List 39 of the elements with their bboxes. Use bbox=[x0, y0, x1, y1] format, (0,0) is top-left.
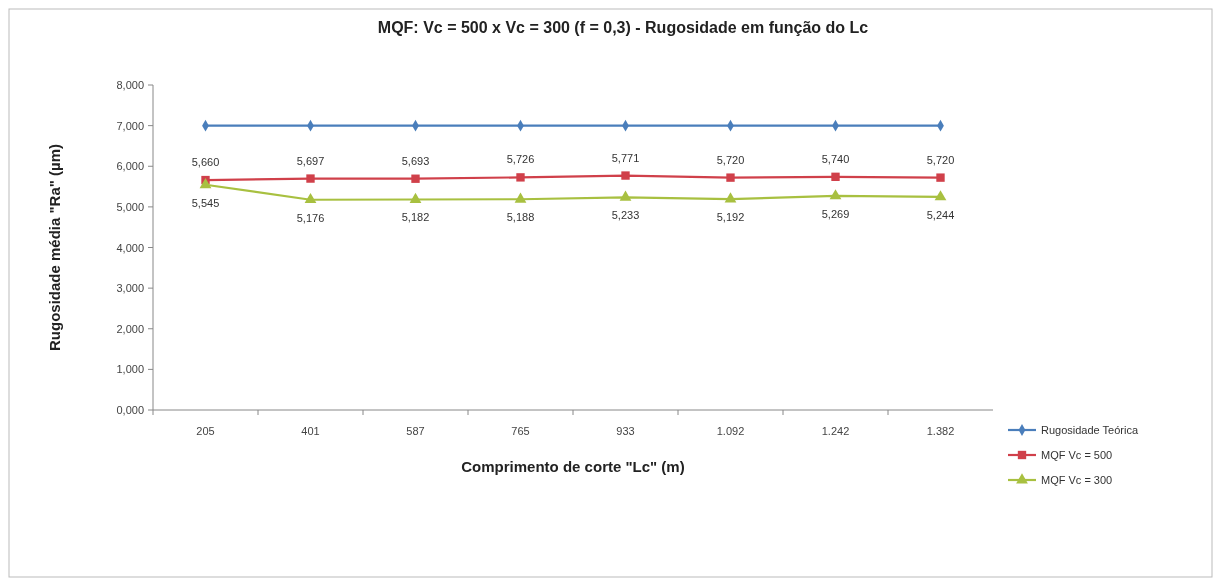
y-tick-label: 8,000 bbox=[116, 79, 144, 91]
y-tick-label: 3,000 bbox=[116, 282, 144, 295]
data-label: 5,188 bbox=[506, 211, 535, 224]
legend-label: MQF Vc = 500 bbox=[1041, 449, 1113, 461]
y-tick-label: 1,000 bbox=[116, 363, 144, 376]
legend-label: MQF Vc = 300 bbox=[1041, 474, 1113, 486]
x-tick-label: 1.382 bbox=[926, 425, 955, 437]
y-tick-label: 4,000 bbox=[116, 241, 144, 254]
x-tick-label: 1.242 bbox=[821, 425, 850, 437]
y-tick-label: 5,000 bbox=[116, 200, 144, 213]
y-axis-title: Rugosidade média "Ra" (µm) bbox=[46, 143, 63, 352]
data-label: 5,244 bbox=[926, 208, 955, 221]
x-tick-label: 587 bbox=[406, 425, 425, 437]
data-label: 5,720 bbox=[716, 153, 745, 166]
y-tick-label: 7,000 bbox=[116, 119, 144, 132]
data-label: 5,660 bbox=[191, 156, 220, 169]
x-tick-label: 401 bbox=[301, 425, 320, 437]
data-label: 5,726 bbox=[506, 153, 535, 166]
data-label: 5,176 bbox=[296, 211, 325, 224]
legend-label: Rugosidade Teórica bbox=[1041, 424, 1139, 436]
x-axis-title: Comprimento de corte "Lc" (m) bbox=[461, 458, 685, 475]
data-label: 5,771 bbox=[611, 151, 640, 164]
data-label: 5,233 bbox=[611, 209, 640, 222]
data-label: 5,720 bbox=[926, 153, 955, 166]
data-label: 5,693 bbox=[401, 154, 430, 167]
data-label: 5,192 bbox=[716, 211, 745, 224]
x-tick-label: 765 bbox=[511, 425, 530, 437]
data-label: 5,182 bbox=[401, 211, 430, 224]
x-tick-label: 1.092 bbox=[716, 425, 745, 437]
chart-title: MQF: Vc = 500 x Vc = 300 (f = 0,3) - Rugosidade em função do Lc bbox=[377, 19, 869, 36]
x-tick-label: 205 bbox=[196, 425, 215, 437]
data-label: 5,269 bbox=[821, 207, 850, 220]
data-label: 5,740 bbox=[821, 152, 850, 165]
y-tick-label: 6,000 bbox=[116, 160, 144, 173]
x-tick-label: 933 bbox=[616, 425, 635, 437]
data-label: 5,697 bbox=[296, 154, 325, 167]
y-tick-label: 2,000 bbox=[116, 322, 144, 335]
data-label: 5,545 bbox=[191, 196, 220, 209]
y-tick-label: 0,000 bbox=[116, 404, 144, 416]
